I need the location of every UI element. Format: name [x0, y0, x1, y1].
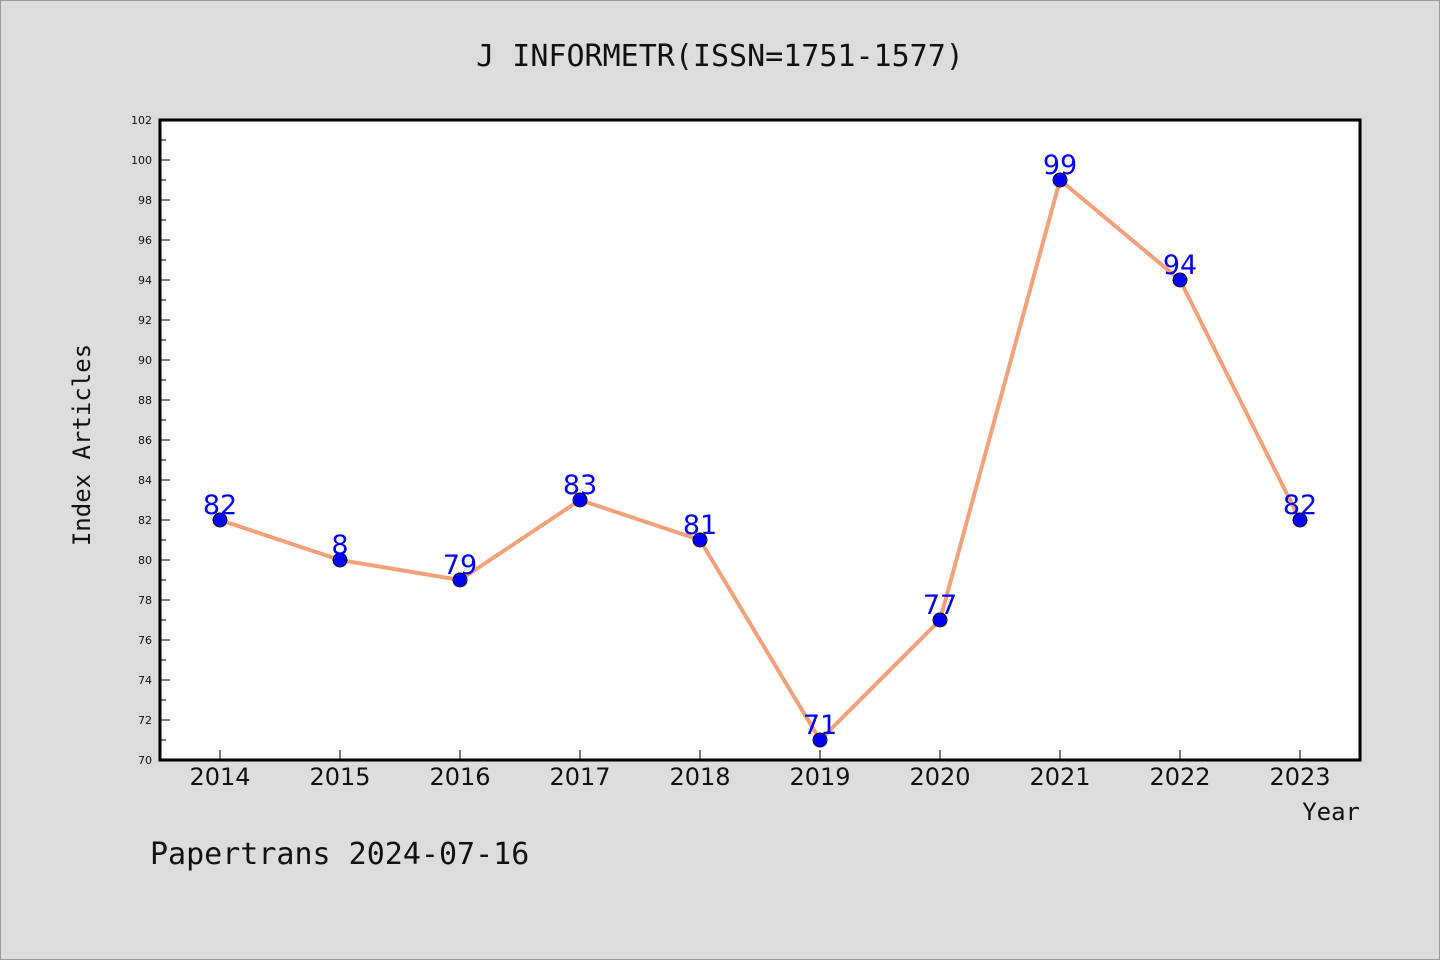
data-point [212, 512, 228, 528]
data-point [692, 532, 708, 548]
x-axis-ticks: 2014 2015 2016 2017 2018 2019 2020 2021 2022 2023 [189, 750, 1331, 791]
y-tick-label: 100 [131, 154, 152, 167]
data-point [332, 552, 348, 568]
x-tick-label: 2015 [309, 763, 370, 791]
y-tick-label: 80 [138, 554, 152, 567]
data-point [452, 572, 468, 588]
data-label: 83 [563, 470, 597, 501]
data-point [1172, 272, 1188, 288]
data-label: 82 [1283, 490, 1317, 521]
y-tick-label: 88 [138, 394, 152, 407]
x-tick-label: 2020 [909, 763, 970, 791]
x-tick-label: 2014 [189, 763, 250, 791]
data-label: 79 [443, 550, 477, 581]
y-tick-label: 96 [138, 234, 152, 247]
data-point [572, 492, 588, 508]
chart-title: J INFORMETR(ISSN=1751-1577) [476, 39, 964, 74]
data-point [812, 732, 828, 748]
footer-source-date: Papertrans 2024-07-16 [150, 837, 529, 872]
x-tick-label: 2021 [1029, 763, 1090, 791]
y-tick-label: 98 [138, 194, 152, 207]
y-axis-label: Index Articles [68, 344, 96, 546]
y-tick-label: 72 [138, 714, 152, 727]
x-tick-label: 2022 [1149, 763, 1210, 791]
x-tick-label: 2023 [1269, 763, 1330, 791]
data-label-group: 82 8 79 83 81 71 77 99 94 82 [203, 150, 1317, 741]
data-point [932, 612, 948, 628]
data-point [1292, 512, 1308, 528]
data-label: 77 [923, 590, 957, 621]
x-tick-label: 2018 [669, 763, 730, 791]
data-point [1052, 172, 1068, 188]
y-tick-label: 92 [138, 314, 152, 327]
data-label: 82 [203, 490, 237, 521]
y-axis-ticks: 70 72 74 76 78 80 82 84 86 88 90 92 94 96 98 100 102 [131, 114, 170, 767]
y-tick-label: 84 [138, 474, 152, 487]
data-label: 81 [683, 510, 717, 541]
x-tick-label: 2019 [789, 763, 850, 791]
y-tick-label: 82 [138, 514, 152, 527]
data-label: 94 [1163, 250, 1197, 281]
series-line [219, 178, 1302, 742]
data-label: 71 [803, 710, 837, 741]
series-line-group [219, 178, 1302, 742]
data-point-group [212, 172, 1308, 748]
x-tick-label: 2017 [549, 763, 610, 791]
y-tick-label: 76 [138, 634, 152, 647]
y-tick-label: 74 [138, 674, 152, 687]
y-tick-label: 102 [131, 114, 152, 127]
y-tick-label: 94 [138, 274, 152, 287]
data-label: 8 [331, 530, 348, 561]
x-axis-label: Year [1302, 798, 1360, 826]
x-tick-label: 2016 [429, 763, 490, 791]
y-tick-label: 86 [138, 434, 152, 447]
data-label: 99 [1043, 150, 1077, 181]
y-tick-label: 90 [138, 354, 152, 367]
plot-area [158, 118, 1362, 762]
y-tick-label: 78 [138, 594, 152, 607]
y-tick-label: 70 [138, 754, 152, 767]
